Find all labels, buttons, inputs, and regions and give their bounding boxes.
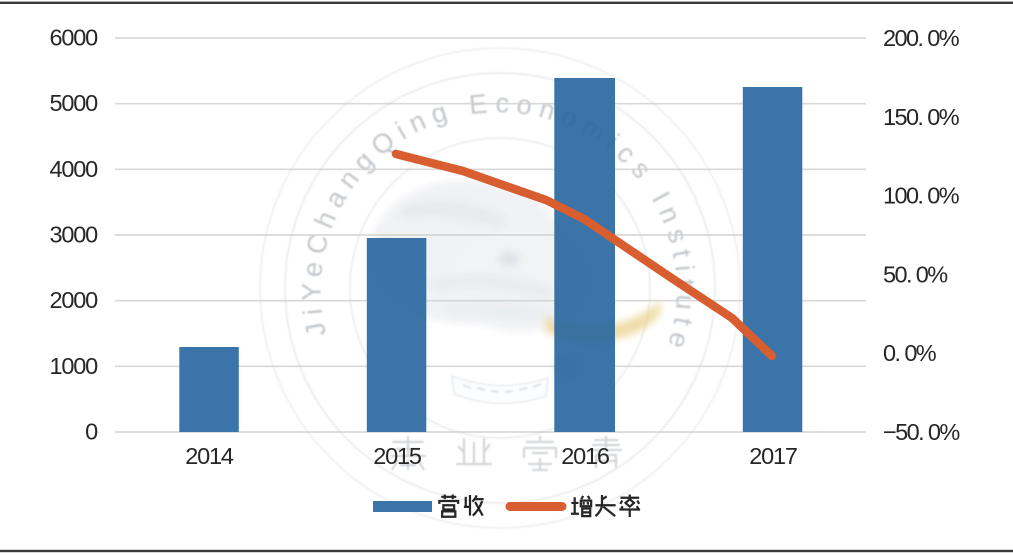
svg-text:2016: 2016 [561,443,610,469]
svg-text:100. 0%: 100. 0% [883,183,960,209]
svg-text:2014: 2014 [185,443,234,469]
svg-text:150. 0%: 150. 0% [883,104,960,130]
svg-text:50. 0%: 50. 0% [883,261,948,287]
svg-text:−50. 0%: −50. 0% [883,419,960,445]
svg-text:5000: 5000 [50,90,99,116]
svg-text:2015: 2015 [373,443,422,469]
svg-text:0: 0 [85,419,98,445]
svg-text:2000: 2000 [50,287,99,313]
svg-text:4000: 4000 [50,156,99,182]
svg-text:3000: 3000 [50,222,99,248]
svg-text:6000: 6000 [50,25,99,51]
svg-text:2017: 2017 [749,443,797,469]
svg-text:1000: 1000 [50,353,99,379]
svg-text:200. 0%: 200. 0% [883,25,960,51]
svg-text:0. 0%: 0. 0% [883,340,937,366]
